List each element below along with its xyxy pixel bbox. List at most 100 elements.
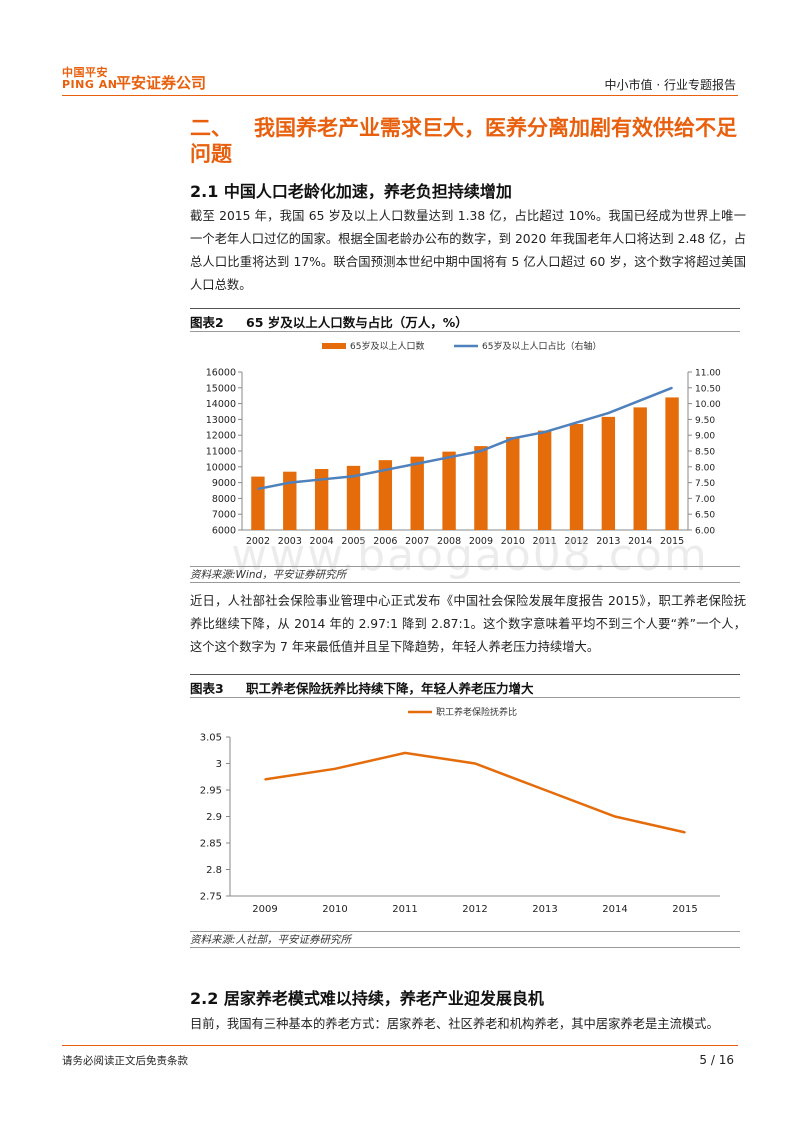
y-tick-label: 2.75: [200, 892, 222, 903]
y2-tick-label: 7.50: [695, 479, 715, 489]
page-number: 5 / 16: [699, 1053, 734, 1067]
y2-tick-label: 11.00: [695, 369, 721, 379]
population-bar: [474, 446, 488, 530]
y-tick-label: 3: [216, 759, 222, 770]
ratio-point: [544, 789, 546, 791]
report-type: 中小市值 · 行业专题报告: [604, 78, 736, 92]
figure-3-title-rule: [190, 697, 740, 698]
share-point: [384, 469, 387, 471]
y-tick-label: 8000: [212, 494, 236, 505]
x-tick-label: 2008: [437, 536, 461, 547]
population-bar: [283, 471, 297, 530]
y-tick-label: 12000: [206, 431, 236, 442]
population-bar: [601, 416, 616, 530]
section-title-text: 我国养老产业需求巨大，医养分离加剧有效供给不足问题: [190, 116, 737, 166]
header-divider: [62, 95, 738, 96]
x-tick-label: 2005: [341, 536, 365, 547]
y-tick-label: 2.9: [206, 812, 222, 823]
x-tick-label: 2004: [310, 536, 334, 547]
figure-2-source: 资料来源:Wind，平安证券研究所: [190, 569, 347, 581]
population-bar: [633, 407, 647, 530]
dependency-ratio-chart: 职工养老保险抚养比 3.05 3 2.95 2.9 2.85 2.8 2.75 2009 201…: [200, 706, 720, 915]
share-point: [288, 481, 291, 484]
population-chart: 65岁及以上人口数 65岁及以上人口占比（右轴） 16000 15000 14000…: [206, 340, 721, 547]
y-tick-label: 2.95: [200, 786, 222, 797]
ratio-point: [684, 831, 686, 834]
y-tick-label: 7000: [212, 510, 236, 521]
paragraph-3: 目前，我国有三种基本的养老方式：居家养老、社区养老和机构养老，其中居家养老是主流…: [190, 1017, 719, 1031]
x-tick-label: 2011: [533, 536, 557, 547]
share-point: [352, 475, 355, 478]
ratio-point: [264, 778, 266, 781]
ratio-point: [334, 768, 336, 770]
chart2-legend: 职工养老保险抚养比: [408, 706, 517, 718]
figure-3-source: 资料来源:人社部，平安证券研究所: [190, 934, 352, 946]
x-tick-label: 2003: [278, 536, 302, 547]
figure-3-top-rule: [190, 674, 740, 675]
population-bar: [665, 397, 679, 530]
legend-ratio-label: 职工养老保险抚养比: [436, 706, 517, 718]
company-name: 平安证券公司: [116, 74, 207, 92]
figure-3-source-rule: [190, 947, 740, 948]
y-tick-label: 15000: [206, 383, 236, 394]
x-tick-label: 2012: [564, 536, 588, 547]
ratio-line: [264, 751, 686, 834]
ratio-point: [474, 762, 476, 765]
share-point: [639, 399, 642, 402]
population-bar: [251, 476, 265, 530]
watermark: www.baogao08.com: [231, 530, 709, 581]
population-bar: [346, 465, 361, 530]
y-tick-label: 10000: [206, 462, 236, 473]
y-tick-label: 9000: [212, 478, 236, 489]
paragraph-1: 截至 2015 年，我国 65 岁及以上人口数量达到 1.38 亿，占比超过 1…: [190, 209, 746, 292]
ratio-point: [404, 752, 406, 754]
share-point: [607, 412, 610, 414]
logo-text-en: PING AN: [62, 78, 118, 91]
share-point: [416, 462, 419, 465]
y2-tick-label: 6.00: [695, 527, 715, 537]
share-point: [671, 387, 673, 389]
x-tick-label: 2013: [596, 536, 620, 547]
y-tick-label: 11000: [206, 447, 236, 458]
y-tick-label: 13000: [206, 415, 236, 426]
x-tick-label: 2011: [392, 904, 417, 915]
chart1-legend: 65岁及以上人口数 65岁及以上人口占比（右轴）: [322, 340, 601, 352]
y2-tick-label: 9.50: [695, 416, 715, 426]
figure-3-title-text: 职工养老保险抚养比持续下降，年轻人养老压力增大: [246, 681, 534, 696]
logo-text-cn: 中国平安: [62, 66, 108, 79]
y2-tick-label: 10.00: [695, 400, 721, 410]
figure-2-bottom-rule: [190, 566, 740, 567]
x-tick-label: 2007: [405, 536, 429, 547]
section-title: 二、 我国养老产业需求巨大，医养分离加剧有效供给不足问题: [190, 115, 750, 167]
x-tick-label: 2009: [252, 904, 277, 915]
figure-3-bottom-rule: [190, 931, 740, 932]
x-tick-label: 2013: [532, 904, 557, 915]
share-point: [511, 437, 514, 440]
legend-bar-label: 65岁及以上人口数: [350, 340, 424, 352]
figure-2-title-rule: [190, 331, 740, 332]
figure-2-top-rule: [190, 308, 740, 309]
x-tick-label: 2010: [322, 904, 347, 915]
share-point: [575, 421, 578, 424]
y2-tick-label: 8.50: [695, 448, 715, 458]
population-bar: [410, 456, 424, 530]
subsection-title-1: 2.1 中国人口老龄化加速，养老负担持续增加: [190, 182, 512, 201]
y-tick-label: 16000: [206, 368, 236, 379]
population-bar: [506, 436, 520, 530]
x-tick-label: 2002: [246, 536, 270, 547]
share-point: [543, 431, 546, 433]
x-tick-label: 2009: [469, 536, 493, 547]
footer-disclaimer: 请务必阅读正文后免责条款: [62, 1055, 188, 1067]
y2-tick-label: 7.00: [695, 495, 715, 505]
share-point: [480, 450, 482, 452]
population-bar: [537, 430, 552, 530]
x-tick-label: 2015: [660, 536, 684, 547]
population-bar: [378, 460, 393, 530]
y-tick-label: 2.85: [200, 839, 222, 850]
legend-line-label: 65岁及以上人口占比（右轴）: [482, 340, 601, 352]
x-tick-label: 2014: [602, 904, 627, 915]
subsection-title-2: 2.2 居家养老模式难以持续，养老产业迎发展良机: [190, 989, 544, 1008]
population-bar: [314, 469, 329, 530]
y-tick-label: 14000: [206, 399, 236, 410]
section-number: 二、: [190, 116, 232, 140]
